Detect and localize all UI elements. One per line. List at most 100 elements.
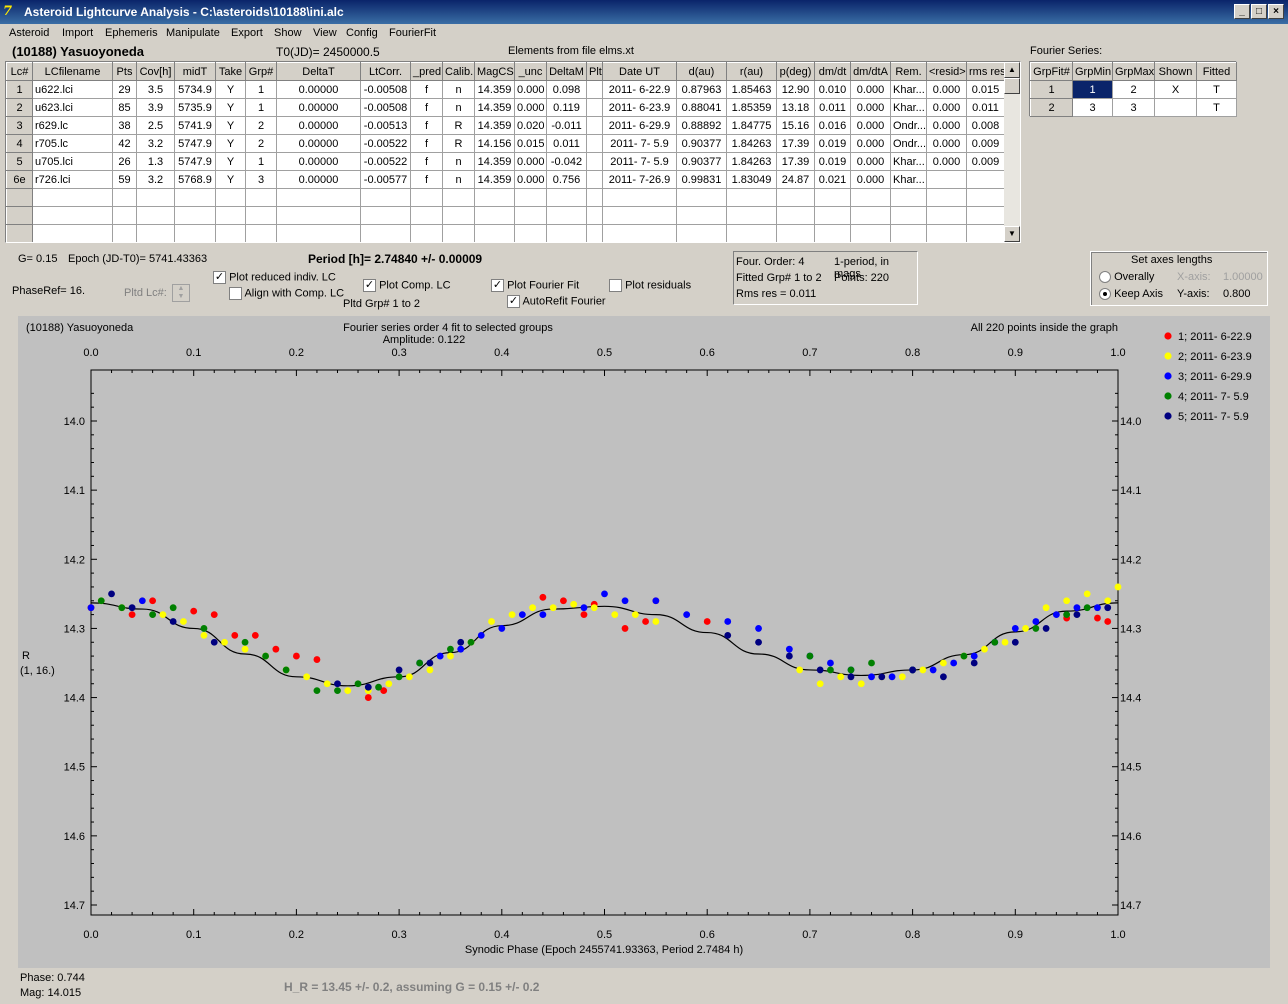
lc-cell[interactable]: 13.18	[776, 98, 815, 117]
lc-cell[interactable]: r705.lc	[32, 134, 113, 153]
lc-empty-cell[interactable]	[474, 206, 515, 225]
lc-cell[interactable]: 0.00000	[276, 80, 361, 99]
lc-cell[interactable]: -0.00513	[360, 116, 411, 135]
lc-cell[interactable]: 0.90377	[676, 152, 727, 171]
lc-empty-cell[interactable]	[245, 188, 277, 207]
lc-cell[interactable]: 0.011	[546, 134, 587, 153]
lc-empty-cell[interactable]	[6, 224, 33, 242]
lc-cell[interactable]: f	[410, 170, 443, 189]
lc-empty-cell[interactable]	[215, 224, 246, 242]
lc-cell[interactable]: 0.000	[850, 170, 891, 189]
lc-cell[interactable]: f	[410, 98, 443, 117]
lc-cell[interactable]: 0.020	[514, 116, 547, 135]
lc-cell[interactable]	[586, 98, 603, 117]
lc-cell[interactable]: 17.39	[776, 152, 815, 171]
lc-cell[interactable]: f	[410, 116, 443, 135]
lc-cell[interactable]: 85	[112, 98, 137, 117]
lc-cell[interactable]: 3	[6, 116, 33, 135]
lc-empty-cell[interactable]	[112, 188, 137, 207]
lc-empty-cell[interactable]	[410, 188, 443, 207]
lc-cell[interactable]	[966, 170, 1005, 189]
lc-column-header[interactable]: _pred	[410, 62, 443, 81]
fourier-column-header[interactable]: Shown	[1154, 62, 1197, 81]
lc-cell[interactable]: -0.011	[546, 116, 587, 135]
lc-cell[interactable]: 14.359	[474, 98, 515, 117]
lc-column-header[interactable]: Rem.	[890, 62, 927, 81]
lc-cell[interactable]: 0.88041	[676, 98, 727, 117]
lc-cell[interactable]: 0.015	[514, 134, 547, 153]
lc-cell[interactable]: 0.000	[514, 98, 547, 117]
lc-empty-cell[interactable]	[890, 188, 927, 207]
lc-cell[interactable]: 1	[245, 152, 277, 171]
lc-empty-cell[interactable]	[776, 224, 815, 242]
menu-import[interactable]: Import	[62, 27, 94, 39]
fourier-cell[interactable]: X	[1154, 80, 1197, 99]
lc-empty-cell[interactable]	[926, 188, 967, 207]
lc-cell[interactable]: 0.010	[814, 80, 851, 99]
lc-cell[interactable]: 5747.9	[174, 152, 216, 171]
overally-radio[interactable]: Overally	[1099, 271, 1154, 284]
scroll-thumb[interactable]	[1004, 78, 1020, 94]
lc-empty-cell[interactable]	[474, 188, 515, 207]
lc-column-header[interactable]: Pts	[112, 62, 137, 81]
lc-cell[interactable]	[586, 152, 603, 171]
lc-empty-cell[interactable]	[174, 224, 216, 242]
lc-column-header[interactable]: Grp#	[245, 62, 277, 81]
lc-empty-cell[interactable]	[514, 188, 547, 207]
lc-cell[interactable]: 2011- 7- 5.9	[602, 152, 677, 171]
lc-cell[interactable]: 0.009	[966, 152, 1005, 171]
lc-cell[interactable]: -0.042	[546, 152, 587, 171]
fourier-column-header[interactable]: GrpMin	[1072, 62, 1113, 81]
lc-cell[interactable]: 5	[6, 152, 33, 171]
fourier-cell[interactable]: 3	[1072, 98, 1113, 117]
lc-cell[interactable]: 14.156	[474, 134, 515, 153]
lc-cell[interactable]: Y	[215, 80, 246, 99]
lc-empty-cell[interactable]	[410, 224, 443, 242]
lc-column-header[interactable]: Plt	[586, 62, 603, 81]
lc-cell[interactable]: 14.359	[474, 152, 515, 171]
menu-config[interactable]: Config	[346, 27, 378, 39]
lc-empty-cell[interactable]	[890, 206, 927, 225]
lc-cell[interactable]: 0.009	[966, 134, 1005, 153]
lc-empty-cell[interactable]	[850, 188, 891, 207]
lc-empty-cell[interactable]	[174, 206, 216, 225]
lc-empty-cell[interactable]	[586, 206, 603, 225]
autorefit-checkbox[interactable]: ✓ AutoRefit Fourier	[507, 295, 606, 308]
lc-empty-cell[interactable]	[215, 206, 246, 225]
lc-cell[interactable]: 0.119	[546, 98, 587, 117]
lc-cell[interactable]: Khar...	[890, 80, 927, 99]
lc-cell[interactable]: 3	[245, 170, 277, 189]
lc-empty-cell[interactable]	[850, 206, 891, 225]
lc-empty-cell[interactable]	[32, 224, 113, 242]
lc-cell[interactable]: 59	[112, 170, 137, 189]
lc-cell[interactable]: 0.000	[514, 80, 547, 99]
lc-cell[interactable]: -0.00522	[360, 152, 411, 171]
restore-button[interactable]: □	[1251, 4, 1267, 19]
lc-empty-cell[interactable]	[966, 224, 1005, 242]
lc-table-row[interactable]: 4 r705.lc 42 3.2 5747.9 Y 2 0.00000 -0.00522 f R 14…	[6, 134, 1005, 153]
menu-manipulate[interactable]: Manipulate	[166, 27, 220, 39]
lc-cell[interactable]: 1.84263	[726, 134, 777, 153]
table-scrollbar[interactable]: ▲ ▼	[1004, 62, 1020, 242]
lc-cell[interactable]: 0.015	[966, 80, 1005, 99]
lc-cell[interactable]: 2011- 7- 5.9	[602, 134, 677, 153]
lc-empty-cell[interactable]	[586, 188, 603, 207]
lc-empty-cell[interactable]	[966, 188, 1005, 207]
lc-cell[interactable]: 1.84263	[726, 152, 777, 171]
lc-empty-cell[interactable]	[174, 188, 216, 207]
lc-cell[interactable]: Y	[215, 98, 246, 117]
fourier-cell[interactable]: T	[1196, 98, 1237, 117]
lc-cell[interactable]: n	[442, 170, 475, 189]
lc-cell[interactable]: Ondr...	[890, 134, 927, 153]
lc-cell[interactable]: Y	[215, 134, 246, 153]
lc-cell[interactable]: 2011- 6-29.9	[602, 116, 677, 135]
lc-cell[interactable]: n	[442, 80, 475, 99]
lc-cell[interactable]: 0.00000	[276, 98, 361, 117]
lc-empty-cell[interactable]	[136, 188, 175, 207]
lc-empty-cell[interactable]	[442, 224, 475, 242]
lc-cell[interactable]: 0.00000	[276, 134, 361, 153]
lc-empty-cell[interactable]	[514, 206, 547, 225]
lc-cell[interactable]: 12.90	[776, 80, 815, 99]
lc-empty-cell[interactable]	[474, 224, 515, 242]
